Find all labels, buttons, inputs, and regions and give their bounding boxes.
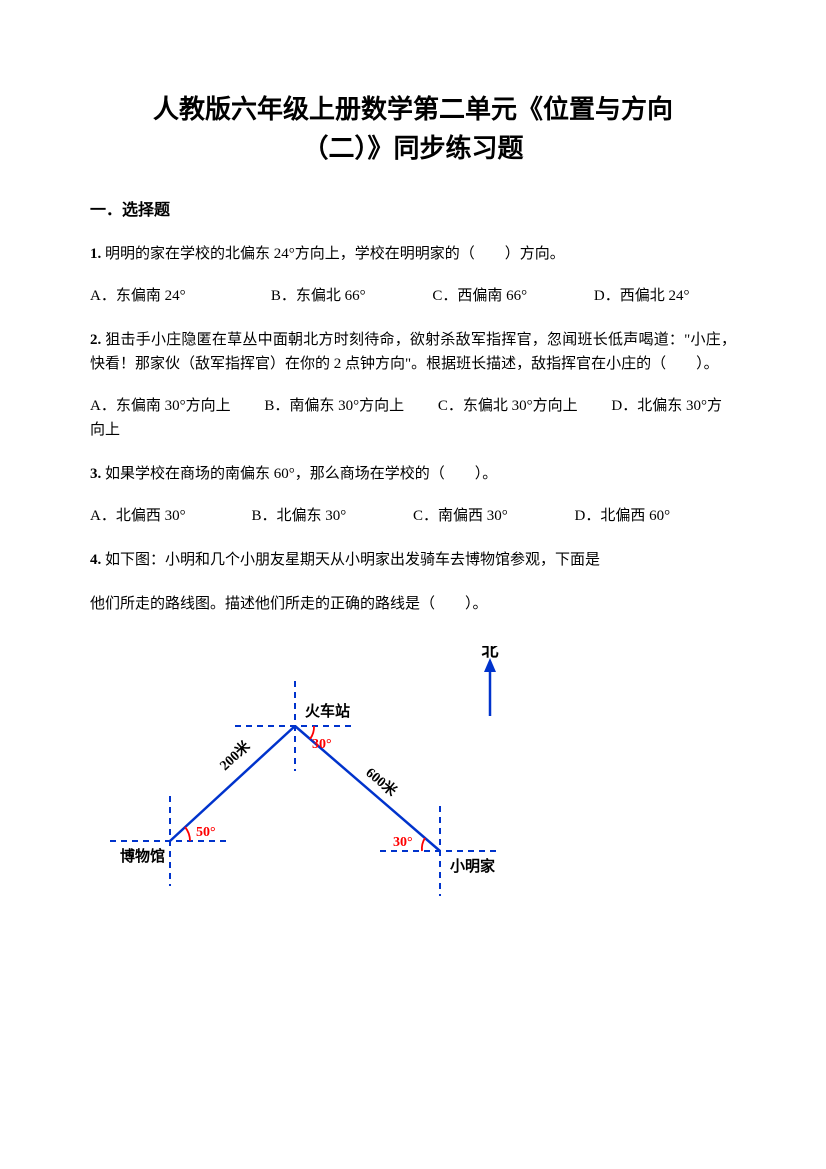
q1-option-d: D．西偏北 24° (594, 284, 736, 308)
north-label: 北 (482, 646, 499, 660)
q1-option-b: B．东偏北 66° (271, 284, 433, 308)
question-4-p2: 他们所走的路线图。描述他们所走的正确的路线是（ ）。 (90, 592, 736, 616)
question-4-p1: 4. 如下图：小明和几个小朋友星期天从小明家出发骑车去博物馆参观，下面是 (90, 548, 736, 572)
question-3: 3. 如果学校在商场的南偏东 60°，那么商场在学校的（ ）。 (90, 462, 736, 486)
q3-text: 如果学校在商场的南偏东 60°，那么商场在学校的（ ）。 (101, 466, 497, 482)
xiaoming-home-label: 小明家 (450, 857, 495, 875)
q1-options: A．东偏南 24° B．东偏北 66° C．西偏南 66° D．西偏北 24° (90, 284, 736, 308)
north-arrow-icon (484, 658, 496, 716)
q2-text: 狙击手小庄隐匿在草丛中面朝北方时刻待命，欲射杀敌军指挥官，忽闻班长低声喝道："小… (90, 332, 736, 372)
q1-text: 明明的家在学校的北偏东 24°方向上，学校在明明家的（ ）方向。 (101, 246, 565, 262)
angle-arc-icon (185, 827, 190, 841)
angle-30a-label: 30° (312, 737, 332, 752)
q2-option-c: C．东偏北 30°方向上 (438, 398, 578, 414)
q2-options: A．东偏南 30°方向上 B．南偏东 30°方向上 C．东偏北 30°方向上 D… (90, 394, 736, 442)
q4-number: 4. (90, 552, 101, 568)
page-title: 人教版六年级上册数学第二单元《位置与方向 （二）》同步练习题 (90, 90, 736, 168)
q4-text-p2: 他们所走的路线图。描述他们所走的正确的路线是（ ）。 (90, 596, 488, 612)
q2-option-b: B．南偏东 30°方向上 (264, 398, 404, 414)
angle-arc-icon (422, 838, 425, 851)
q1-option-c: C．西偏南 66° (432, 284, 594, 308)
question-1: 1. 明明的家在学校的北偏东 24°方向上，学校在明明家的（ ）方向。 (90, 242, 736, 266)
title-line-2: （二）》同步练习题 (302, 133, 523, 163)
museum-label: 博物馆 (120, 847, 165, 865)
q1-option-a: A．东偏南 24° (90, 284, 271, 308)
q3-options: A．北偏西 30° B．北偏东 30° C．南偏西 30° D．北偏西 60° (90, 504, 736, 528)
train-station-label: 火车站 (305, 702, 350, 720)
route-diagram: 北 火车站 博物馆 小明家 200米 600米 50° 30° 30° (90, 646, 736, 935)
q3-number: 3. (90, 466, 101, 482)
question-2: 2. 狙击手小庄隐匿在草丛中面朝北方时刻待命，欲射杀敌军指挥官，忽闻班长低声喝道… (90, 328, 736, 376)
section-heading-1: 一．选择题 (90, 198, 736, 224)
distance-600-label: 600米 (362, 764, 401, 800)
angle-30b-label: 30° (393, 835, 413, 850)
q3-option-c: C．南偏西 30° (413, 504, 575, 528)
q2-number: 2. (90, 332, 101, 348)
q4-text-p1: 如下图：小明和几个小朋友星期天从小明家出发骑车去博物馆参观，下面是 (101, 552, 600, 568)
q3-option-a: A．北偏西 30° (90, 504, 252, 528)
route-line (170, 726, 295, 841)
q3-option-b: B．北偏东 30° (252, 504, 414, 528)
angle-50-label: 50° (196, 825, 216, 840)
diagram-svg: 北 火车站 博物馆 小明家 200米 600米 50° 30° 30° (90, 646, 610, 926)
q1-number: 1. (90, 246, 101, 262)
q2-option-a: A．东偏南 30°方向上 (90, 398, 231, 414)
title-line-1: 人教版六年级上册数学第二单元《位置与方向 (153, 94, 673, 124)
q3-option-d: D．北偏西 60° (575, 504, 737, 528)
